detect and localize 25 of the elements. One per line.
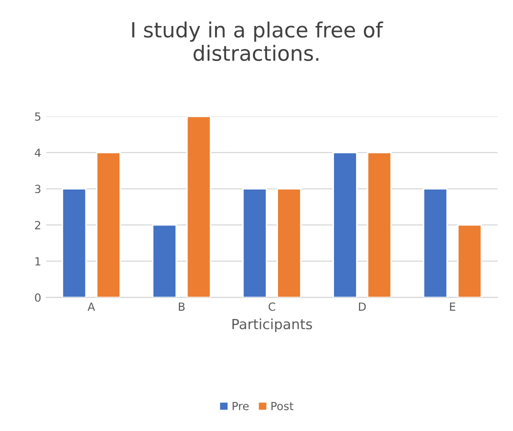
y-tick-label: 4 [34,148,41,157]
y-tick-label: 1 [35,257,40,266]
bar [186,116,212,298]
y-tick-label: 3 [35,184,40,194]
bar [457,224,482,298]
bar [96,152,121,298]
bar [242,188,268,298]
bar [422,188,448,298]
bar [276,188,302,298]
bar [152,224,177,298]
bar [366,152,392,298]
x-tick-label: B [178,302,185,311]
bar [62,188,87,298]
y-tick-label: 0 [34,293,41,302]
chart-title: I study in a place free of distractions. [132,22,384,62]
x-axis-title: Participants [232,318,312,332]
legend-label: Pre [232,402,249,410]
y-tick-label: 2 [35,220,40,230]
x-tick-label: D [358,302,366,311]
bar [332,152,358,298]
legend-label: Post [271,402,294,410]
x-tick-label: E [450,302,456,311]
x-tick-label: C [268,302,276,311]
x-tick-label: A [88,302,96,311]
y-tick-label: 5 [35,112,40,121]
